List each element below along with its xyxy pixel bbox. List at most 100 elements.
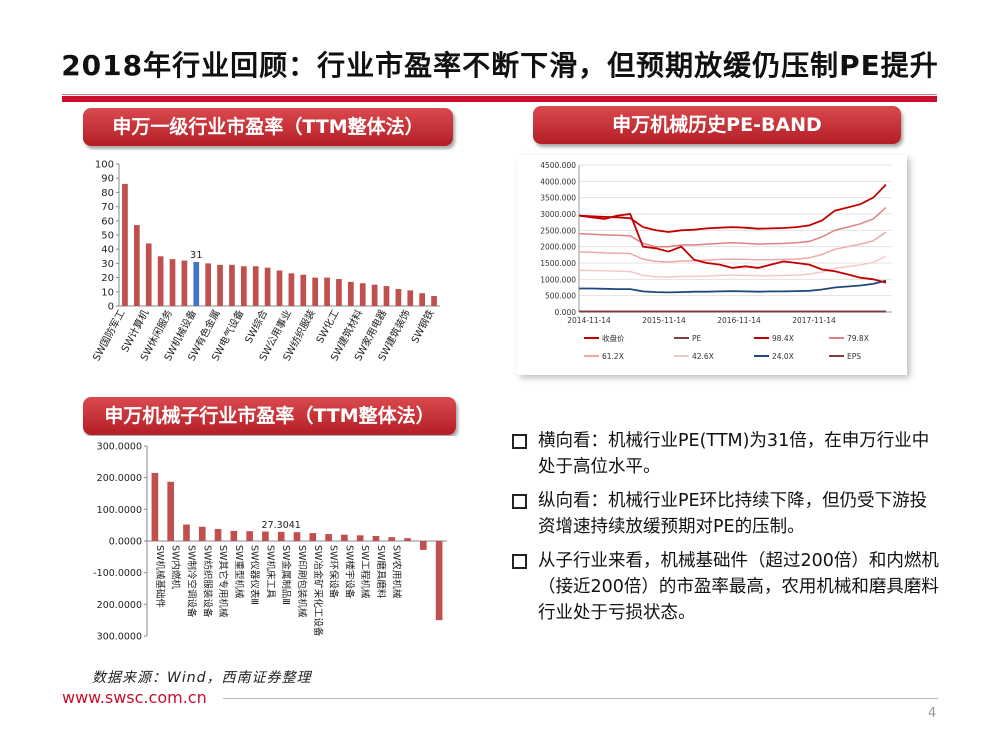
y-tick-label: 1000.000: [540, 275, 576, 284]
bar: [420, 541, 427, 550]
bar: [383, 286, 390, 306]
bar: [419, 293, 426, 306]
subindustry-pe-bar-chart: 300.0000 200.0000 100.0000 0.0000 -100.0000 2…: [93, 442, 447, 643]
bar: [230, 530, 238, 541]
chart2-panel: 0.000 500.000 1000.000 1500.000 2000.000 2500…: [517, 155, 907, 375]
bullet-text: 纵向看：机械行业PE环比持续下降，但仍受下游投资增速持续放缓预期对PE的压制。: [538, 491, 928, 537]
x-tick-label: SW制冷空调设备: [185, 545, 197, 618]
bar: [325, 534, 332, 541]
x-tick-label: 2016-11-14: [717, 316, 761, 325]
y-tick-label: 200.0000: [97, 473, 142, 484]
y-tick-label: 0: [108, 302, 114, 313]
x-tick-label: SW冶金矿采化工设备: [312, 545, 324, 637]
y-tick-label: 0.000: [555, 308, 577, 317]
y-tick-label: 4000.000: [540, 177, 576, 186]
legend-label: 42.6X: [692, 352, 714, 361]
x-tick-label: SW金属制品Ⅲ: [280, 545, 292, 605]
pe-band-line-chart: 0.000 500.000 1000.000 1500.000 2000.000 2500…: [540, 161, 892, 361]
x-tick-label: SW磨具磨料: [375, 545, 387, 599]
chart1-panel: 0 10 20 30 40 50 60 70 80 90 100 31 SW国防军工 SW计算机 SW休闲服…: [75, 150, 450, 390]
x-tick-label: SW国防军工: [90, 307, 128, 363]
bar: [347, 281, 354, 306]
x-tick-label: SW印刷包装机械: [296, 545, 308, 618]
bar-data-label: 31: [190, 250, 203, 261]
series-line: [578, 231, 887, 263]
bar: [264, 267, 271, 306]
y-tick-label: 1500.000: [540, 259, 576, 268]
y-tick-label: 100.0000: [97, 505, 142, 516]
y-tick-label: 20: [101, 273, 114, 284]
x-tick-label: 2017-11-14: [792, 316, 836, 325]
legend-label: PE: [692, 334, 702, 343]
x-tick-label: SW钢铁: [408, 307, 436, 345]
bullet-item: 横向看：机械行业PE(TTM)为31倍，在申万行业中处于高位水平。: [510, 428, 940, 480]
bar: [359, 283, 366, 306]
y-tick-label: 90: [101, 174, 114, 185]
chart3-header: 申万机械子行业市盈率（TTM整体法）: [83, 397, 456, 435]
bar: [395, 288, 402, 306]
bar: [240, 266, 247, 306]
x-tick-label: SW内燃机: [170, 545, 182, 589]
y-tick-label: 40: [101, 245, 114, 256]
title-underline: [62, 96, 937, 102]
bar: [431, 296, 437, 306]
x-tick-label: SW化工: [313, 307, 341, 345]
x-tick-label: 2015-11-14: [642, 316, 686, 325]
bar: [262, 531, 269, 541]
bar: [324, 277, 330, 306]
industry-pe-bar-chart: 010203040506070809010031SW国防军工SW计算机SW休闲服…: [90, 160, 440, 363]
bar: [341, 534, 348, 541]
bar: [276, 270, 283, 306]
bar: [293, 532, 301, 541]
y-tick-label: 10: [101, 287, 114, 298]
bar: [151, 472, 159, 541]
y-tick-label: 2000.000: [540, 243, 576, 252]
series-line: [578, 206, 887, 248]
y-tick-label: 3000.000: [540, 210, 576, 219]
series-line: [578, 213, 887, 284]
chart2-header: 申万机械历史PE-BAND: [533, 106, 901, 144]
checkbox-icon: [512, 554, 527, 569]
bar: [157, 256, 164, 306]
bar: [133, 225, 140, 306]
y-tick-label: 300.0000: [97, 442, 142, 453]
y-tick-label: 80: [101, 188, 114, 199]
x-tick-label: SW纺织服装设备: [201, 545, 213, 618]
bar: [309, 533, 317, 541]
bar: [356, 535, 364, 541]
y-tick-label: -100.0000: [93, 568, 142, 579]
bar: [217, 264, 223, 306]
series-line: [578, 183, 887, 233]
bullet-text: 从子行业来看，机械基础件（超过200倍）和内燃机（接近200倍）的市盈率最高，农…: [538, 551, 939, 623]
bar: [122, 183, 128, 306]
y-tick-label: 70: [101, 202, 114, 213]
checkbox-icon: [512, 434, 527, 449]
bar: [229, 264, 235, 306]
bar: [407, 290, 414, 306]
bar: [388, 537, 396, 541]
x-tick-label: 2014-11-14: [567, 316, 611, 325]
y-tick-label: 4500.000: [540, 161, 576, 170]
legend-label: 收盘价: [602, 333, 625, 343]
bar: [169, 259, 176, 306]
y-tick-label: 300.0000: [97, 632, 142, 643]
x-tick-label: SW综合: [242, 307, 270, 345]
bar: [193, 261, 200, 306]
x-tick-label: SW农用机械: [391, 545, 403, 599]
bar: [252, 266, 259, 306]
series-line: [579, 279, 887, 294]
bar: [372, 535, 380, 541]
bar: [183, 524, 190, 541]
bar: [288, 273, 295, 306]
page-number: 4: [928, 706, 937, 721]
x-tick-label: SW机床工具: [264, 545, 276, 599]
bar-data-label: 27.3041: [262, 520, 301, 531]
page-title: 2018年行业回顾：行业市盈率不断下滑，但预期放缓仍压制PE提升: [61, 49, 939, 82]
bar: [246, 531, 253, 541]
legend-label: 79.8X: [847, 334, 869, 343]
checkbox-icon: [512, 494, 527, 509]
bar: [435, 541, 443, 621]
bar: [214, 528, 222, 541]
bar: [205, 263, 212, 306]
website-url[interactable]: www.swsc.com.cn: [62, 688, 207, 707]
